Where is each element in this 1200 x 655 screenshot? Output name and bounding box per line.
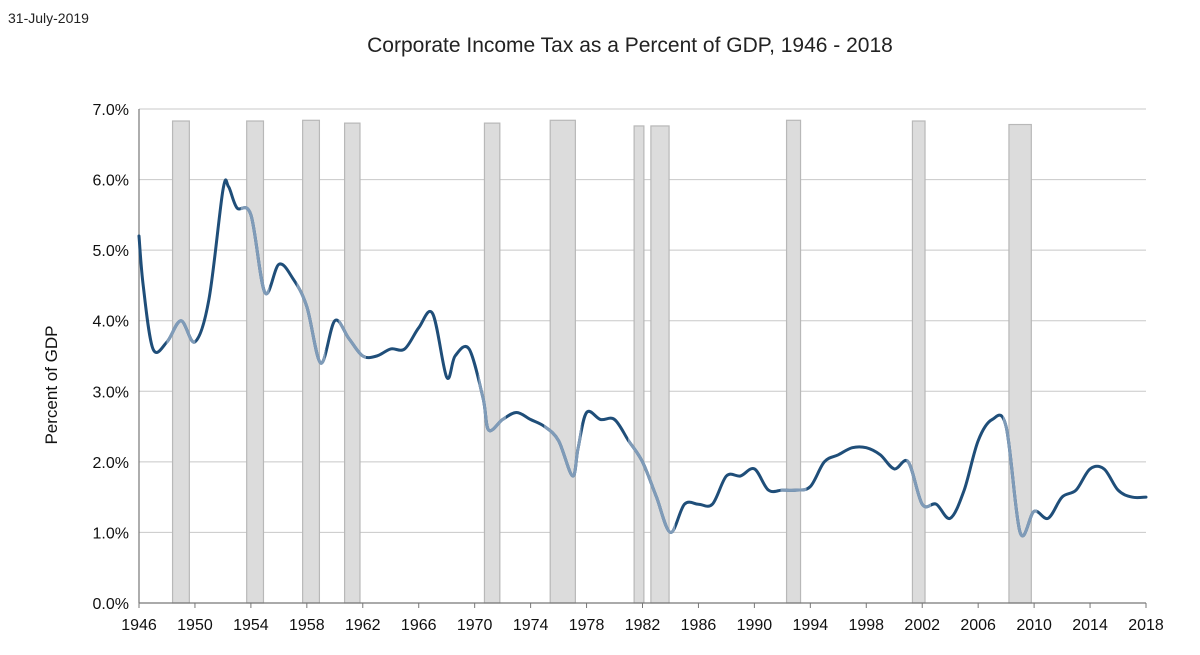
chart-title: Corporate Income Tax as a Percent of GDP… [367,34,893,57]
x-tick-label: 1978 [569,617,605,634]
x-tick-label: 2010 [1016,617,1052,634]
x-tick-label: 1958 [289,617,325,634]
x-tick-label: 1970 [457,617,493,634]
recession-bar [343,122,361,604]
recession-bar [246,120,265,604]
y-tick-label: 3.0% [93,384,129,401]
x-tick-label: 1974 [513,617,549,634]
recession-bar [785,119,802,604]
chart-date: 31-July-2019 [8,10,89,26]
x-tick-label: 1954 [233,617,269,634]
y-tick-label: 7.0% [93,102,129,119]
x-tick-label: 2014 [1072,617,1108,634]
x-tick-label: 2002 [904,617,940,634]
x-tick-label: 1998 [848,617,884,634]
x-tick-label: 1966 [401,617,437,634]
recession-bars [171,119,1032,604]
recession-bar [650,125,670,604]
y-tick-label: 1.0% [93,525,129,542]
axes [138,109,1147,608]
y-tick-label: 0.0% [93,596,129,613]
x-tick-label: 2006 [960,617,996,634]
x-tick-label: 1950 [177,617,213,634]
y-tick-label: 5.0% [93,243,129,260]
series-line [137,178,1148,538]
x-tick-label: 1994 [793,617,829,634]
x-tick-label: 1982 [625,617,661,634]
recession-bar [633,125,645,604]
x-tick-label: 1986 [681,617,717,634]
y-tick-label: 4.0% [93,314,129,331]
y-tick-labels: 0.0% 1.0% 2.0% 3.0% 4.0% 5.0% 6.0% 7.0% [93,102,129,613]
recession-bar [911,120,926,604]
x-tick-label: 1946 [121,617,157,634]
recession-bar [302,119,321,604]
x-tick-label: 1990 [737,617,773,634]
y-tick-label: 2.0% [93,455,129,472]
recession-bar [483,122,501,604]
data-series [137,178,1148,538]
x-tick-labels: 1946 1950 1954 1958 1962 1966 1970 1974 1978 1982… [121,617,1164,634]
recession-bar [549,119,576,604]
y-tick-label: 6.0% [93,173,129,190]
x-tick-label: 1962 [345,617,381,634]
x-tick-label: 2018 [1128,617,1164,634]
recession-bar [171,120,190,604]
